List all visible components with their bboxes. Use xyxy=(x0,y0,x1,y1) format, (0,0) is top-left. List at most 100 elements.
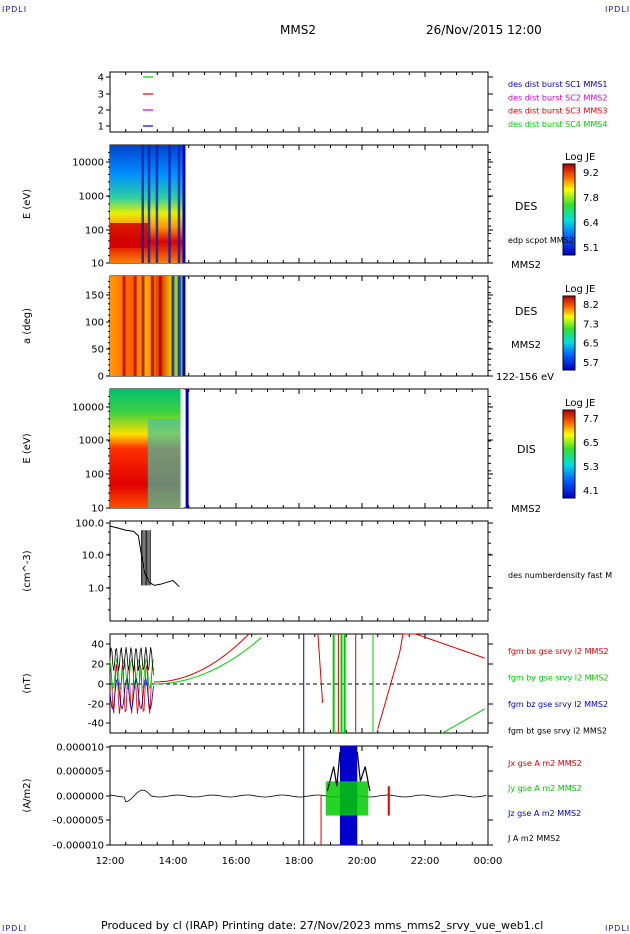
x-tick-label: 18:00 xyxy=(285,856,314,867)
panel-1-frame xyxy=(109,71,489,133)
panel-label-sc: MMS2 xyxy=(511,504,541,515)
y-axis-label: (cm^-3) xyxy=(22,550,33,591)
y-tick-label: -0.000005 xyxy=(53,816,104,827)
heatmap-stripe xyxy=(158,276,162,376)
y-axis-label: (nT) xyxy=(22,673,33,693)
y-axis-label: E (eV) xyxy=(22,189,33,219)
colorbar-tick-label: 5.3 xyxy=(583,462,599,473)
x-tick-label: 20:00 xyxy=(348,856,377,867)
legend-entry: des dist burst SC3 MMS3 xyxy=(508,107,607,116)
heatmap-stripe xyxy=(147,145,151,263)
y-tick-label: 10.0 xyxy=(82,551,104,562)
legend-entry: Jx gse A m2 MMS2 xyxy=(507,759,582,768)
panel-label-des: DES xyxy=(515,200,537,213)
heatmap-dis-tail xyxy=(147,419,183,508)
corner-label-bottom-right: IPDLI xyxy=(605,924,630,933)
y-tick-label: 1 xyxy=(98,122,104,133)
colorbar-tick-label: 8.2 xyxy=(583,300,599,311)
corner-label-bottom-left: IPDLI xyxy=(2,924,28,933)
legend-entry: fgm by gse srvy l2 MMS2 xyxy=(508,674,609,683)
y-tick-label: 2 xyxy=(98,106,104,117)
y-tick-label: -20 xyxy=(88,700,104,711)
colorbar-tick-label: 4.1 xyxy=(583,486,599,497)
heatmap-pitch-angle xyxy=(110,276,183,376)
panel-label-des: DES xyxy=(515,305,537,318)
bt-noise xyxy=(109,646,154,672)
panel-label-sc: MMS2 xyxy=(511,340,541,351)
y-tick-label: 100.0 xyxy=(75,519,104,530)
heatmap-stripe xyxy=(141,145,144,263)
heatmap-stripe xyxy=(171,276,175,376)
colorbar-tick-label: 9.2 xyxy=(583,168,599,179)
heatmap-stripe xyxy=(150,276,154,376)
heatmap-stripe xyxy=(177,145,181,263)
x-tick-label: 16:00 xyxy=(222,856,251,867)
y-tick-label: 150 xyxy=(85,291,104,302)
heatmap-stripe xyxy=(177,276,181,376)
y-tick-label: 0.000005 xyxy=(56,767,104,778)
x-tick-label: 00:00 xyxy=(474,856,503,867)
colorbar-tick-label: 6.5 xyxy=(583,438,599,449)
y-tick-label: 20 xyxy=(91,660,104,671)
y-tick-label: 100 xyxy=(85,470,104,481)
colorbar xyxy=(562,409,576,499)
colorbar xyxy=(562,295,576,371)
y-axis-label: a (deg) xyxy=(22,308,33,344)
y-axis-label: E (eV) xyxy=(22,433,33,463)
heatmap-edge xyxy=(182,276,186,376)
legend-entry: fgm bx gse srvy l2 MMS2 xyxy=(508,647,609,656)
y-tick-label: 100 xyxy=(85,226,104,237)
panel-label-sc: MMS2 xyxy=(511,260,541,271)
y-tick-label: 10 xyxy=(91,504,104,515)
colorbar-tick-label: 7.7 xyxy=(583,414,599,425)
colorbar-tick-label: 5.1 xyxy=(583,243,599,254)
corner-label-top-right: IPDLI xyxy=(605,5,630,14)
y-tick-label: 100 xyxy=(85,318,104,329)
colorbar-tick-label: 7.3 xyxy=(583,319,599,330)
colorbar-title: Log JE xyxy=(565,152,595,163)
j-line xyxy=(109,789,487,803)
y-tick-label: 50 xyxy=(91,345,104,356)
bx-recovery xyxy=(377,633,486,730)
y-tick-label: 1000 xyxy=(79,192,104,203)
heatmap-stripe xyxy=(155,145,159,263)
heatmap-edge xyxy=(185,389,189,508)
y-tick-label: -0.000010 xyxy=(53,841,104,852)
footer-text: Produced by cl (IRAP) Printing date: 27/… xyxy=(101,919,544,932)
colorbar-tick-label: 7.8 xyxy=(583,193,599,204)
j-spike xyxy=(356,751,371,792)
heatmap-stripe xyxy=(168,145,171,263)
heatmap-stripe xyxy=(122,276,126,376)
bz-noise xyxy=(109,678,154,710)
legend-entry: des dist burst SC4 MMS4 xyxy=(508,120,607,129)
y-tick-label: 10000 xyxy=(72,403,104,414)
y-tick-label: 0.000000 xyxy=(56,792,104,803)
y-tick-label: 1.0 xyxy=(88,584,104,595)
y-tick-label: -40 xyxy=(88,719,104,730)
panel-label-dis: DIS xyxy=(517,443,536,456)
heatmap-stripe xyxy=(141,276,145,376)
colorbar-tick-label: 6.5 xyxy=(583,339,599,350)
y-tick-label: 1000 xyxy=(79,436,104,447)
legend-entry: fgm bz gse srvy l2 MMS2 xyxy=(508,700,608,709)
panel-label-energy-range: 122-156 eV xyxy=(496,372,554,383)
y-tick-label: 0 xyxy=(98,372,104,383)
corner-label-top-left: IPDLI xyxy=(2,5,28,14)
colorbar xyxy=(562,163,576,256)
heatmap-edge xyxy=(182,145,186,263)
colorbar-tick-label: 5.7 xyxy=(583,358,599,369)
by-line xyxy=(154,637,262,685)
legend-entry: fgm bt gse srvy l2 MMS2 xyxy=(508,727,607,736)
legend-entry: J A m2 MMS2 xyxy=(507,834,560,843)
jy-burst xyxy=(325,781,369,816)
date-label: 26/Nov/2015 12:00 xyxy=(426,23,542,37)
x-tick-label: 14:00 xyxy=(159,856,188,867)
legend-entry: des dist burst SC1 MMS1 xyxy=(508,80,607,89)
by-recovery xyxy=(440,708,486,735)
colorbar-title: Log JE xyxy=(565,398,595,409)
y-tick-label: 10000 xyxy=(72,158,104,169)
page-title: MMS2 xyxy=(280,23,316,37)
x-tick-label: 22:00 xyxy=(411,856,440,867)
y-tick-label: 10 xyxy=(91,259,104,270)
